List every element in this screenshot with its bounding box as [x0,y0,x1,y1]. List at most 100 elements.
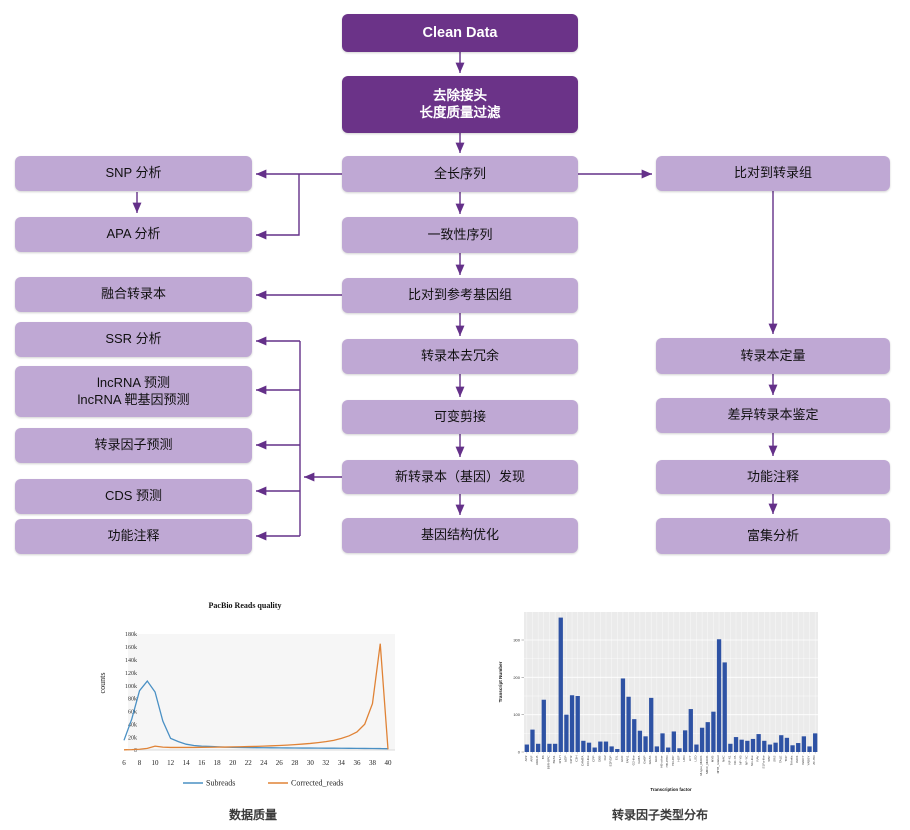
node-trim-adapter-filter[interactable]: 去除接头 长度质量过滤 [342,76,578,133]
x-tick-label: ARR-B [535,755,539,765]
x-tick-label: 14 [183,759,191,767]
node-functional-annotation-right[interactable]: 功能注释 [656,460,890,494]
caption-right: 转录因子类型分布 [611,808,708,822]
y-tick-label: 180k [125,632,137,638]
x-tick-label: LBD [682,755,686,762]
bar [660,733,665,752]
node-label: 比对到参考基因组 [407,287,512,303]
node-full-length-sequence[interactable]: 全长序列 [342,156,578,192]
node-lncrna-prediction[interactable]: lncRNA 预测 lncRNA 靶基因预测 [15,366,252,417]
node-consensus-sequence[interactable]: 一致性序列 [342,217,578,253]
y-tick-label: 0 [518,750,521,755]
x-tick-label: HB-PHD [665,755,669,768]
node-label: 一致性序列 [427,226,493,242]
bar [739,739,744,752]
node-ssr-analysis[interactable]: SSR 分析 [15,322,252,357]
bar [575,696,580,752]
x-tick-label: C2H2 [569,755,573,763]
bar [762,740,767,752]
node-fusion-transcript[interactable]: 融合转录本 [15,277,252,312]
x-tick-label: MIKC_MADS [705,756,709,774]
node-map-to-transcriptome[interactable]: 比对到转录组 [656,156,890,191]
x-tick-label: 34 [338,759,346,767]
x-tick-label: 8 [138,759,142,767]
node-apa-analysis[interactable]: APA 分析 [15,217,252,252]
x-tick-label: C3H [575,755,579,761]
x-tick-label: 20 [229,759,237,767]
node-label: 功能注释 [746,468,799,484]
legend-label-0: Subreads [206,779,235,788]
x-tick-label: 16 [198,759,206,767]
bar [603,741,609,752]
x-tick-label: bZIP [563,755,567,762]
node-label: 功能注释 [107,528,160,544]
x-tick-label: 22 [245,759,253,767]
x-tick-label: Dof [603,755,607,760]
x-tick-label: E2F/DP [609,755,613,766]
bar [784,737,790,752]
series-line-0 [123,679,389,750]
node-differential-transcripts[interactable]: 差异转录本鉴定 [656,398,890,433]
x-tick-label: GRF [654,755,658,762]
node-label: SSR 分析 [105,331,162,347]
bar [722,662,727,752]
y-tick-label: 140k [125,658,137,664]
bar [564,714,569,752]
node-alternative-splicing[interactable]: 可变剪接 [342,400,578,434]
node-gene-structure-optimization[interactable]: 基因结构优化 [342,518,578,553]
x-tick-label: NAC [722,755,726,762]
node-cds-prediction[interactable]: CDS 预测 [15,479,252,514]
node-tf-prediction[interactable]: 转录因子预测 [15,428,252,463]
x-tick-label: bHLH [558,756,562,764]
bar [801,736,807,752]
bar [750,738,756,752]
x-tick-label: NF-YA [733,755,737,765]
x-tick-label: 30 [307,759,315,767]
bar [711,711,716,752]
x-tick-label: CPP [592,755,596,761]
node-functional-annotation-left[interactable]: 功能注释 [15,519,252,554]
x-tick-label: ARF [529,755,533,761]
y-tick-label: 300 [513,638,520,643]
x-tick-label: TALE [778,756,782,764]
bar [699,727,705,752]
node-map-to-reference-genome[interactable]: 比对到参考基因组 [342,278,578,313]
bar [569,695,575,752]
bar [694,744,699,752]
bar [552,743,558,752]
y-tick-label: 100k [125,684,137,690]
x-tick-label: SBP [767,755,771,761]
x-tick-label: SRS [773,756,777,762]
node-label: Clean Data [422,24,498,41]
bar [716,639,722,752]
x-tick-label: EIL [614,755,618,760]
node-novel-transcript-discovery[interactable]: 新转录本（基因）发现 [342,460,578,494]
x-tick-label: YABBY [807,756,811,766]
bar [682,730,688,752]
y-tick-label: 160k [125,645,137,651]
bar [767,744,773,752]
x-tick-label: LFY [688,756,692,762]
bar [632,719,637,752]
node-transcript-quantification[interactable]: 转录本定量 [656,338,890,374]
x-tick-label: HD-ZIP [671,756,675,766]
node-snp-analysis[interactable]: SNP 分析 [15,156,252,191]
bar [620,678,626,752]
x-tick-label: MYB [710,755,714,762]
bar [626,696,631,752]
node-enrichment-analysis[interactable]: 富集分析 [656,518,890,554]
tf-family-chart: 0 100 200 300 Transcript Number AP2 ARF ARR-B B3… [498,612,818,792]
x-tick-label: NF-YB [739,755,743,764]
legend-label-1: Corrected_reads [291,779,343,788]
node-label: 比对到转录组 [733,165,812,181]
x-tick-label: B3 [541,755,545,759]
node-label: 差异转录本鉴定 [727,407,819,423]
node-transcript-deredundancy[interactable]: 转录本去冗余 [342,339,578,374]
node-label-line1: 去除接头 [433,87,487,103]
x-tick-label: 38 [369,759,377,767]
node-clean-data[interactable]: Clean Data [342,14,578,52]
caption-left: 数据质量 [228,808,277,822]
bar [671,731,676,752]
node-label: 基因结构优化 [420,527,499,543]
node-label: 转录本定量 [740,347,806,363]
